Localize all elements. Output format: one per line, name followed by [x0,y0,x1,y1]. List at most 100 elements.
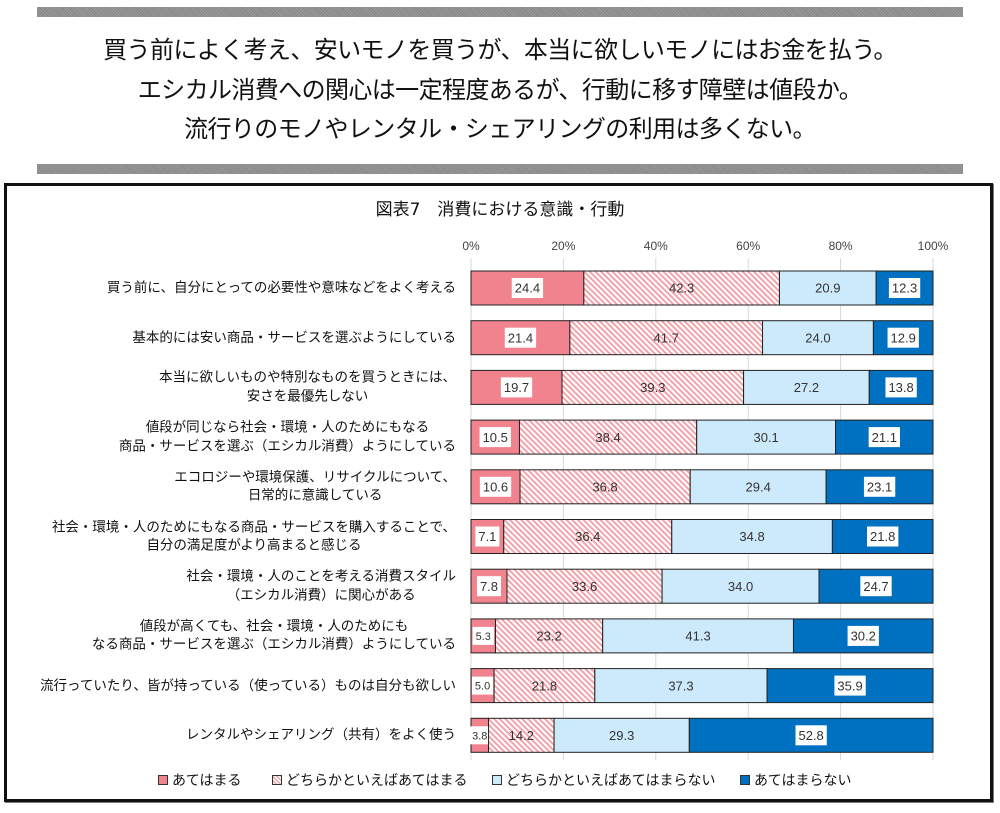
data-label-box [471,676,494,695]
category-label-line: 値段が同じなら社会・環境・人のためにもなる [145,419,430,436]
legend-label: どちらかといえばあてはまらない [506,773,716,789]
bar-segment [602,618,794,654]
legend-label: あてはまる [172,773,242,789]
data-label-box [475,526,500,547]
data-label: 24.4 [515,281,540,296]
legend-swatch-icon [740,775,750,785]
data-label-box [868,427,900,448]
category-label-line: 商品・サービスを選ぶ（エシカル消費）ようにしている [118,438,456,455]
data-label: 3.8 [472,730,487,742]
data-label: 20.9 [815,281,840,296]
data-label: 29.4 [746,479,771,494]
category-label: 本当に欲しいものや特別なものを買うときには、 安さを最優先しない [159,369,456,406]
data-label: 36.4 [575,529,600,544]
bottom-divider-bar [37,164,963,174]
bar-rows: 24.4 42.3 20.9 12.3 21.4 41.7 24.0 12.9 19.7 39.3… [469,270,934,753]
bar-row: 7.1 36.4 34.8 21.8 [470,519,934,554]
legend-item: どちらかといえばあてはまらない [492,771,715,789]
x-tick-label: 40% [644,239,668,253]
data-label-box [795,725,827,746]
bar-segment [553,717,690,753]
bar-row: 5.0 21.8 37.3 35.9 [470,668,934,704]
data-label-box [887,327,919,348]
bar-segment [503,519,673,554]
data-label: 37.3 [668,678,693,693]
data-label: 34.8 [739,529,764,544]
category-label-line: エコロジーや環境保護、リサイクルについて、 [174,469,456,486]
data-label: 39.3 [640,380,665,395]
legend-swatch-icon [158,775,168,785]
category-label-line: 安さを最優先しない [246,388,369,405]
headline: 買う前によく考え、安いモノを買うが、本当に欲しいモノにはお金を払う。 エシカル消… [0,31,1000,150]
category-label-line: 自分の満足度がより高まると感じる [146,537,362,554]
bar-row: 24.4 42.3 20.9 12.3 [470,270,934,306]
data-label: 21.8 [532,678,557,693]
data-label-box [500,377,533,398]
headline-line-1: 買う前によく考え、安いモノを買うが、本当に欲しいモノにはお金を払う。 [103,36,897,64]
x-tick-label: 80% [829,239,853,253]
bar-segment [594,668,768,704]
bar-segment [762,320,874,356]
bar-segment [494,618,604,654]
data-label: 52.8 [798,728,823,743]
bar-segment [661,568,820,604]
category-label: 値段が同じなら社会・環境・人のためにもなる商品・サービスを選ぶ（エシカル消費）よ… [119,419,456,456]
data-label: 38.4 [595,430,620,445]
data-label-box [834,675,866,696]
bar-segment [518,419,698,455]
category-label: 社会・環境・人のためにもなる商品・サービスを購入することで、 自分の満足度がより高… [52,518,456,555]
category-label-line: レンタルやシェアリング（共有）をよく使う [186,727,456,744]
x-tick-label: 20% [551,239,575,253]
bar-segment [671,519,833,554]
category-label: 値段が高くても、社会・環境・人のためにも なる商品・サービスを選ぶ（エシカル消費）… [92,617,456,654]
bar-row: 5.3 23.2 41.3 30.2 [470,618,934,654]
data-label: 33.6 [572,579,597,594]
chart-frame [4,183,993,802]
bar-segment [696,419,837,455]
data-label: 41.7 [654,330,679,345]
bar-row: 10.6 36.8 29.4 23.1 [470,469,934,505]
category-label: 買う前に、自分にとっての必要性や意味などをよく考える [107,279,456,298]
data-label-box [511,278,544,298]
data-label: 34.0 [728,579,753,594]
data-label: 30.2 [851,629,876,644]
data-label-box [479,476,512,497]
data-label: 5.3 [476,631,491,643]
bar-segment [519,469,691,505]
legend-swatch-icon [272,775,282,785]
bar-row: 3.8 14.2 29.3 52.8 [469,717,934,753]
data-label: 41.3 [685,629,710,644]
data-label: 21.1 [872,430,897,445]
legend-item: あてはまる [158,771,241,789]
data-label-box [867,526,899,547]
data-label: 24.0 [805,330,830,345]
data-label-box [469,726,491,745]
category-label-line: 社会・環境・人のためにもなる商品・サービスを購入することで、 [51,519,456,535]
data-label: 36.8 [592,479,617,494]
data-label: 12.3 [892,281,917,296]
bar-segment [569,320,764,356]
bar-row: 21.4 41.7 24.0 12.9 [470,320,934,356]
data-label: 10.5 [483,430,508,445]
data-label: 19.7 [504,380,529,395]
data-label: 10.6 [483,479,508,494]
legend-item: どちらかといえばあてはまる [272,771,467,789]
data-label: 23.2 [536,629,561,644]
data-label: 12.9 [891,330,916,345]
data-label: 21.8 [870,529,895,544]
data-label-box [863,476,896,497]
data-label-box [504,327,537,348]
bar-segment [488,717,555,753]
category-label: エコロジーや環境保護、リサイクルについて、 日常的に意識している [174,468,456,505]
category-label: 基本的には安い商品・サービスを選ぶようにしている [132,328,456,347]
legend-label: どちらかといえばあてはまる [286,773,468,789]
bar-row: 7.8 33.6 34.0 24.7 [470,568,934,604]
category-label-line: 基本的には安い商品・サービスを選ぶようにしている [132,329,456,346]
category-label-line: （エシカル消費）に関心がある [226,587,416,604]
chart-title: 図表7 消費における意識・行動 [375,200,625,220]
x-tick-label: 0% [462,239,480,253]
x-tick-label: 100% [918,239,949,253]
bar-segment [506,568,663,604]
data-label: 5.0 [475,681,490,693]
bar-segment [689,469,827,505]
